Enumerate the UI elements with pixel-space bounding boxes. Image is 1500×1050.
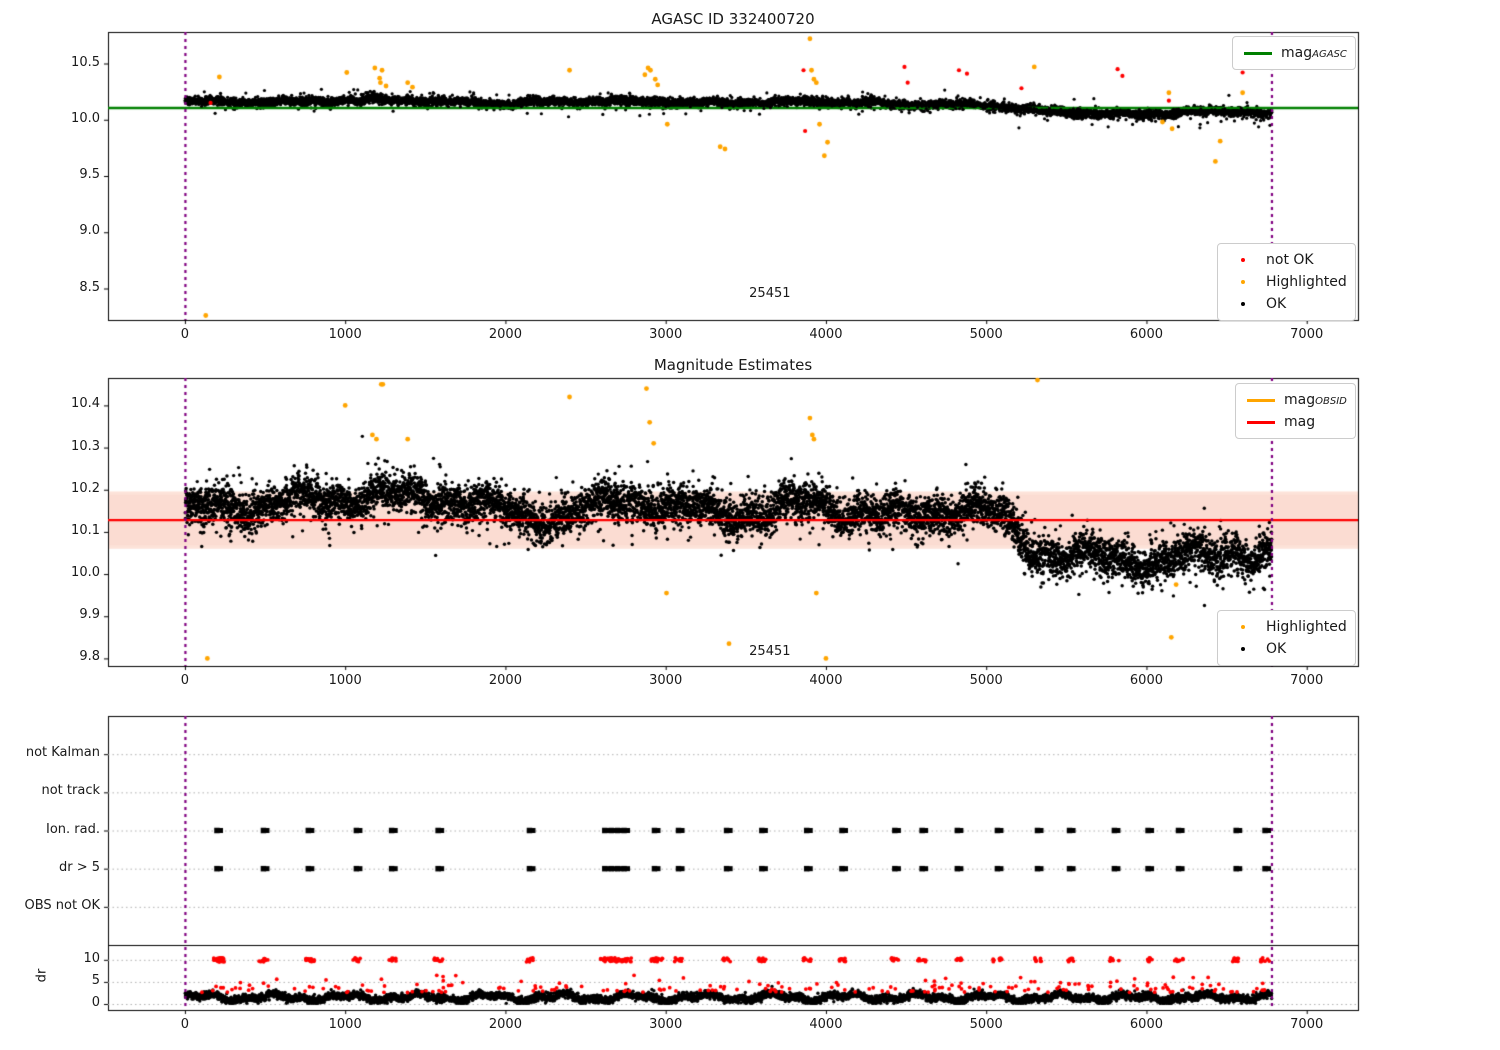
y-tick-label-top: 10.0 [71, 110, 100, 126]
legend-dot-icon [1226, 647, 1260, 651]
x-tick-label-mid: 3000 [649, 673, 683, 688]
legend-label: mag [1284, 414, 1316, 430]
x-tick-label-top: 3000 [649, 327, 683, 342]
mag-agasc-legend[interactable]: magAGASC [1232, 36, 1356, 70]
legend-entry[interactable]: magAGASC [1241, 42, 1347, 64]
obsid-annotation-mid: 25451 [749, 644, 791, 660]
y-tick-label-mid: 9.8 [79, 649, 100, 665]
legend-line-icon [1244, 420, 1278, 424]
y-tick-label-top: 8.5 [79, 279, 100, 295]
y-tick-label-top: 9.0 [79, 223, 100, 239]
x-tick-label-top: 6000 [1129, 327, 1163, 342]
legend-label: magAGASC [1281, 45, 1347, 61]
x-tick-label-mid: 4000 [809, 673, 843, 688]
legend-label: Highlighted [1266, 274, 1347, 290]
x-tick-label-bottom: 4000 [809, 1017, 843, 1032]
x-tick-label-bottom: 7000 [1290, 1017, 1324, 1032]
y-tick-label-flag: not Kalman [25, 745, 100, 761]
x-tick-label-top: 7000 [1290, 327, 1324, 342]
y-tick-label-top: 9.5 [79, 167, 100, 182]
y-tick-label-top: 10.5 [71, 54, 100, 70]
legend-dot-icon [1226, 258, 1260, 262]
legend-dot-icon [1226, 625, 1260, 629]
legend-entry[interactable]: Highlighted [1226, 271, 1347, 293]
x-tick-label-bottom: 5000 [969, 1017, 1003, 1032]
x-tick-label-mid: 6000 [1129, 673, 1163, 688]
y-tick-label-mid: 10.1 [71, 522, 100, 538]
mag-obsid-legend[interactable]: magOBSID mag [1235, 383, 1356, 439]
x-tick-label-bottom: 6000 [1129, 1017, 1163, 1032]
x-tick-label-top: 1000 [328, 327, 362, 342]
y-tick-label-flag: not track [41, 783, 100, 799]
legend-label-subscript: OBSID [1315, 396, 1347, 407]
legend-dot-icon [1226, 302, 1260, 306]
legend-label: Highlighted [1266, 619, 1347, 635]
x-tick-label-mid: 2000 [488, 673, 522, 688]
legend-entry[interactable]: Highlighted [1226, 616, 1347, 638]
y-tick-label-flag: Ion. rad. [46, 821, 100, 837]
legend-dot-icon [1226, 280, 1260, 284]
x-tick-label-top: 5000 [969, 327, 1003, 342]
legend-entry[interactable]: mag [1244, 411, 1347, 433]
estimate-status-legend[interactable]: Highlighted OK [1217, 610, 1356, 666]
y-tick-label-mid: 10.4 [71, 396, 100, 412]
legend-label: not OK [1266, 252, 1314, 268]
legend-label: OK [1266, 296, 1287, 312]
x-tick-label-mid: 0 [180, 673, 190, 688]
legend-entry[interactable]: OK [1226, 638, 1347, 660]
y-tick-label-flag: OBS not OK [24, 897, 101, 913]
legend-entry[interactable]: OK [1226, 293, 1347, 315]
x-tick-label-top: 0 [180, 327, 190, 342]
legend-label-subscript: AGASC [1312, 49, 1347, 60]
y-tick-label-mid: 10.3 [71, 438, 100, 454]
legend-label: magOBSID [1284, 392, 1347, 408]
panel-title-magnitude-estimates: Magnitude Estimates [653, 356, 813, 374]
y-tick-label-mid: 9.9 [79, 607, 100, 623]
y-tick-label-mid: 10.0 [71, 565, 100, 581]
legend-entry[interactable]: not OK [1226, 249, 1347, 271]
legend-line-icon [1241, 51, 1275, 55]
x-tick-label-bottom: 2000 [488, 1017, 522, 1032]
legend-line-icon [1244, 398, 1278, 402]
x-tick-label-mid: 1000 [328, 673, 362, 688]
y-tick-label-flag: dr > 5 [58, 859, 100, 875]
y-tick-label-dr: 0 [91, 995, 100, 1010]
obsid-annotation-top: 25451 [749, 286, 791, 302]
x-tick-label-top: 4000 [809, 327, 843, 342]
x-tick-label-mid: 7000 [1290, 673, 1324, 688]
legend-entry[interactable]: magOBSID [1244, 389, 1347, 411]
x-tick-label-bottom: 0 [180, 1017, 190, 1032]
x-tick-label-mid: 5000 [969, 673, 1003, 688]
point-status-legend[interactable]: not OK Highlighted OK [1217, 243, 1356, 321]
page-title: AGASC ID 332400720 [651, 10, 815, 28]
legend-label: OK [1266, 641, 1287, 657]
x-tick-label-top: 2000 [488, 327, 522, 342]
y-tick-label-dr: 10 [83, 950, 100, 966]
x-tick-label-bottom: 1000 [328, 1017, 362, 1032]
x-tick-label-bottom: 3000 [649, 1017, 683, 1032]
y-tick-label-mid: 10.2 [71, 480, 100, 496]
y-tick-label-dr: 5 [91, 972, 100, 988]
